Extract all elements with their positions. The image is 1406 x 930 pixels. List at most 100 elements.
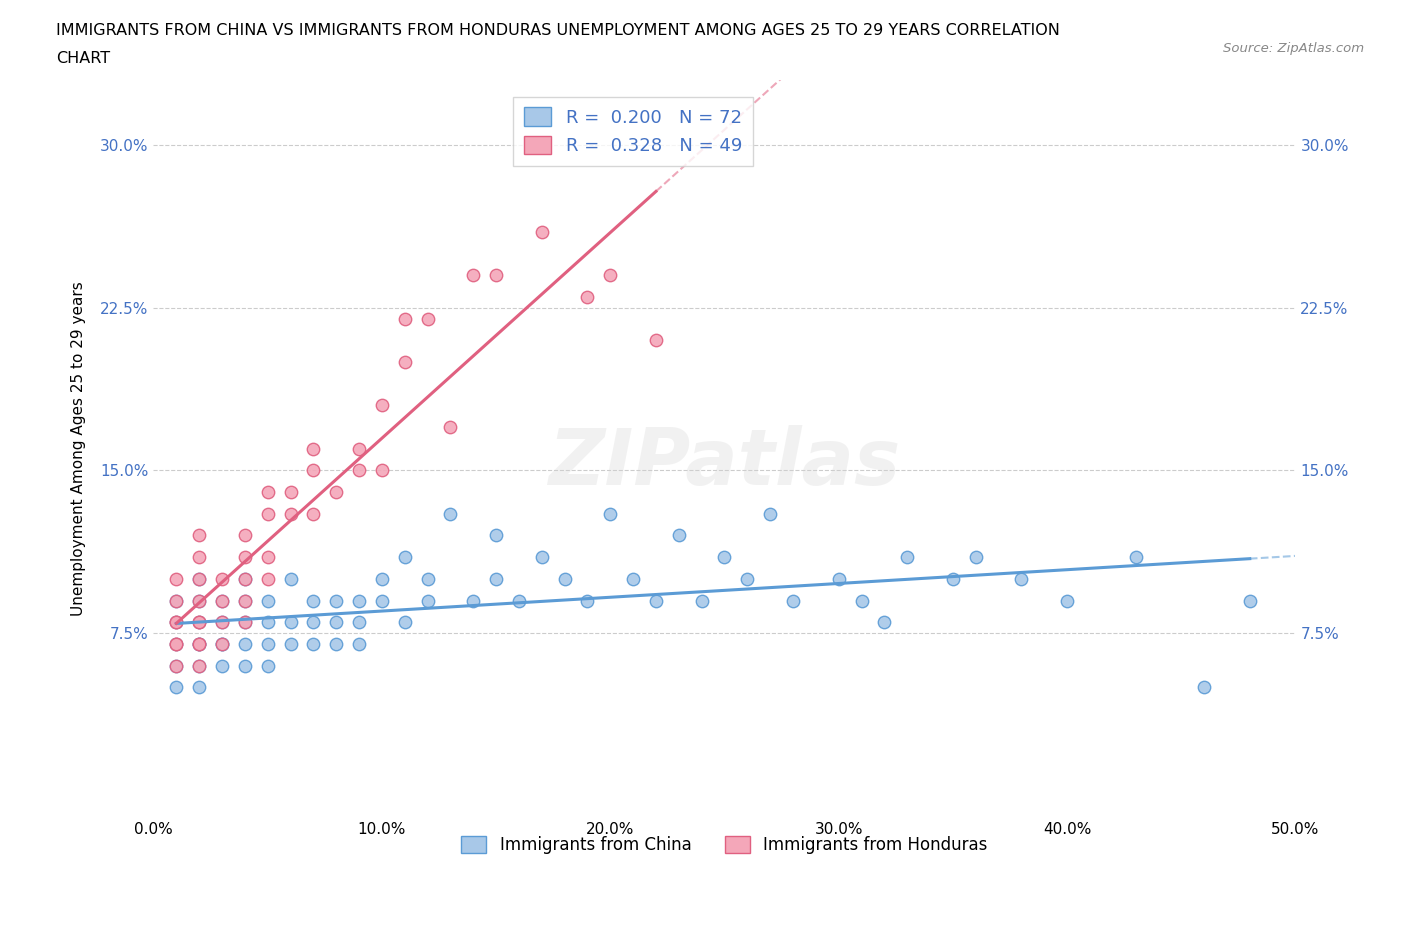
Point [713,550,735,565]
Text: CHART: CHART [56,51,110,66]
Point [280,506,302,521]
Point [280,636,302,651]
Point [416,593,439,608]
Point [256,506,278,521]
Point [371,593,394,608]
Point [188,615,211,630]
Point [347,636,370,651]
Point [759,506,782,521]
Point [280,571,302,586]
Point [851,593,873,608]
Point [325,615,347,630]
Point [302,442,325,457]
Point [599,506,621,521]
Point [165,593,187,608]
Point [896,550,918,565]
Point [256,571,278,586]
Text: Source: ZipAtlas.com: Source: ZipAtlas.com [1223,42,1364,55]
Point [485,528,508,543]
Point [1239,593,1261,608]
Point [165,615,187,630]
Point [873,615,896,630]
Point [530,550,553,565]
Point [165,593,187,608]
Point [233,528,256,543]
Point [165,658,187,673]
Point [485,571,508,586]
Point [188,680,211,695]
Point [188,550,211,565]
Point [165,636,187,651]
Point [439,419,461,434]
Point [233,571,256,586]
Point [416,571,439,586]
Point [211,593,233,608]
Point [165,636,187,651]
Point [233,636,256,651]
Y-axis label: Unemployment Among Ages 25 to 29 years: Unemployment Among Ages 25 to 29 years [72,282,86,617]
Point [416,312,439,326]
Point [576,593,599,608]
Point [394,354,416,369]
Point [188,571,211,586]
Point [576,289,599,304]
Point [1192,680,1215,695]
Point [165,658,187,673]
Point [188,658,211,673]
Point [302,615,325,630]
Point [1056,593,1078,608]
Point [188,615,211,630]
Point [256,636,278,651]
Point [645,593,668,608]
Point [211,593,233,608]
Point [211,636,233,651]
Point [371,398,394,413]
Point [1010,571,1032,586]
Point [1125,550,1147,565]
Point [439,506,461,521]
Point [371,463,394,478]
Point [256,658,278,673]
Point [188,636,211,651]
Point [280,615,302,630]
Point [485,268,508,283]
Point [211,636,233,651]
Point [463,593,485,608]
Point [188,636,211,651]
Point [211,571,233,586]
Point [188,571,211,586]
Point [256,615,278,630]
Point [394,615,416,630]
Point [188,593,211,608]
Point [233,571,256,586]
Point [233,615,256,630]
Point [827,571,849,586]
Point [668,528,690,543]
Point [188,658,211,673]
Point [302,463,325,478]
Point [302,506,325,521]
Point [256,593,278,608]
Point [508,593,530,608]
Point [256,485,278,499]
Point [599,268,621,283]
Point [165,615,187,630]
Point [233,593,256,608]
Point [165,636,187,651]
Point [233,658,256,673]
Point [782,593,804,608]
Point [233,550,256,565]
Point [942,571,965,586]
Point [371,571,394,586]
Legend: Immigrants from China, Immigrants from Honduras: Immigrants from China, Immigrants from H… [454,830,994,860]
Point [233,615,256,630]
Point [188,636,211,651]
Point [188,615,211,630]
Point [302,593,325,608]
Point [621,571,644,586]
Point [165,615,187,630]
Point [256,550,278,565]
Point [325,636,347,651]
Point [165,680,187,695]
Point [165,571,187,586]
